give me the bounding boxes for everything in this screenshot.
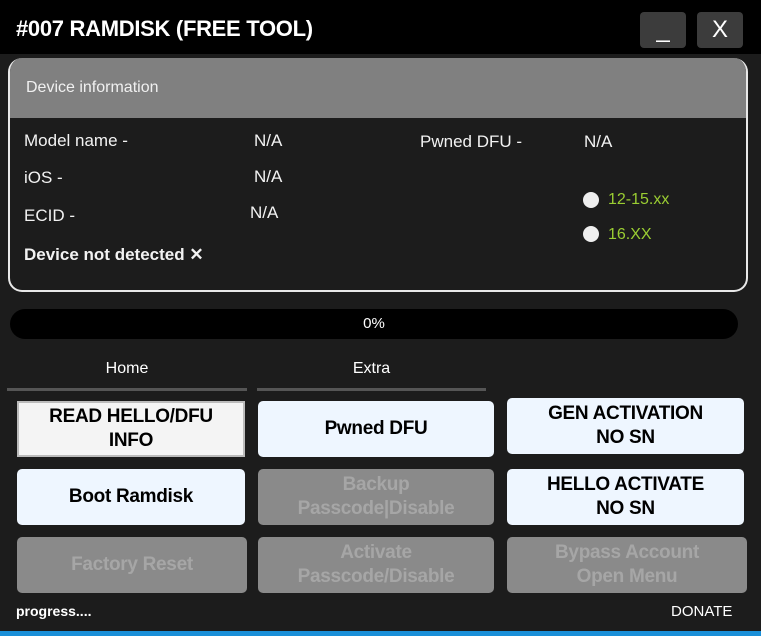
title-bar: #007 RAMDISK (FREE TOOL) _ X (0, 0, 761, 54)
pwned-dfu-value: N/A (584, 132, 613, 151)
radio-16-label: 16.XX (608, 226, 652, 243)
pwned-dfu-button[interactable]: Pwned DFU (258, 401, 494, 457)
ecid-value: N/A (250, 203, 279, 222)
ecid-label: ECID - (24, 206, 75, 225)
ios-label: iOS - (24, 168, 63, 187)
progress-status: progress.... (16, 603, 92, 619)
tab-extra[interactable]: Extra (257, 356, 486, 391)
radio-16[interactable] (583, 226, 599, 242)
device-status: Device not detected ✕ (24, 245, 204, 264)
progress-text: 0% (363, 315, 385, 332)
boot-ramdisk-button[interactable]: Boot Ramdisk (17, 469, 245, 525)
bottom-accent-bar (0, 631, 761, 636)
tab-home[interactable]: Home (7, 356, 247, 391)
progress-bar: 0% (10, 309, 738, 339)
model-value: N/A (254, 131, 283, 150)
activate-passcode-button: Activate Passcode/Disable (258, 537, 494, 593)
donate-link[interactable]: DONATE (671, 603, 733, 620)
factory-reset-button: Factory Reset (17, 537, 247, 593)
ios-value: N/A (254, 167, 283, 186)
read-hello-dfu-button[interactable]: READ HELLO/DFU INFO (17, 401, 245, 457)
panel-header: Device information (10, 58, 746, 118)
pwned-dfu-label: Pwned DFU - (420, 132, 523, 151)
close-button[interactable]: X (697, 12, 743, 48)
backup-passcode-button: Backup Passcode|Disable (258, 469, 494, 525)
model-label: Model name - (24, 131, 128, 150)
device-info-panel: Device information Model name - N/A iOS … (8, 58, 748, 292)
window-title: #007 RAMDISK (FREE TOOL) (16, 16, 313, 41)
radio-12-15[interactable] (583, 192, 599, 208)
radio-12-15-label: 12-15.xx (608, 191, 670, 208)
gen-activation-button[interactable]: GEN ACTIVATION NO SN (507, 398, 744, 454)
minimize-button[interactable]: _ (640, 12, 686, 48)
hello-activate-button[interactable]: HELLO ACTIVATE NO SN (507, 469, 744, 525)
bypass-account-button: Bypass Account Open Menu (507, 537, 747, 593)
